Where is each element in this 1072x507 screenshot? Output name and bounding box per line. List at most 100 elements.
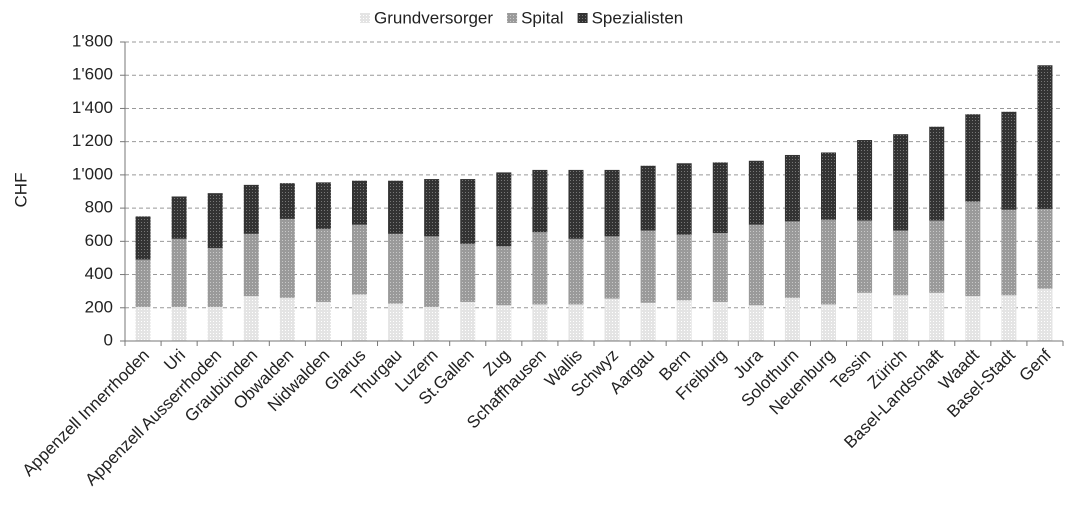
bar-segment xyxy=(135,216,151,260)
bar-segment xyxy=(424,306,440,341)
y-tick-label: 1'800 xyxy=(72,31,113,50)
x-tick-label: Genf xyxy=(1015,345,1055,385)
x-tick-label: Uri xyxy=(160,346,189,375)
bar-segment xyxy=(712,233,728,302)
x-tick-label: Tessin xyxy=(827,346,875,394)
bar-segment xyxy=(279,297,295,341)
bar-segment xyxy=(568,238,584,305)
bar-segment xyxy=(496,305,512,341)
bar-segment xyxy=(135,306,151,341)
bar-segment xyxy=(243,233,259,297)
bar-segment xyxy=(352,224,367,295)
bar-segment xyxy=(496,172,512,247)
bar-segment xyxy=(315,182,331,229)
bar-segment xyxy=(676,300,692,341)
bar-segment xyxy=(748,305,764,341)
bar-segment xyxy=(135,259,151,307)
bar-segment xyxy=(388,180,404,234)
bar-segment xyxy=(1001,295,1017,341)
legend-swatch xyxy=(507,13,518,23)
bar-segment xyxy=(352,294,367,341)
bar-segment xyxy=(965,201,981,297)
legend-label: Grundversorger xyxy=(374,8,493,27)
bar-segment xyxy=(604,298,620,341)
bar-segment xyxy=(1037,208,1053,289)
y-tick-label: 1'200 xyxy=(72,131,113,150)
bar-segment xyxy=(207,193,223,248)
bar-segment xyxy=(496,246,512,306)
bar-segment xyxy=(279,218,295,298)
bar-segment xyxy=(929,220,945,293)
bar-segment xyxy=(893,134,909,231)
bar-segment xyxy=(279,183,295,219)
bar-segment xyxy=(532,232,548,305)
bar-segment xyxy=(748,224,764,306)
bar-segment xyxy=(676,163,692,235)
bar-segment xyxy=(1037,288,1053,341)
legend-swatch xyxy=(360,13,370,23)
bar-segment xyxy=(352,180,367,225)
bar-segment xyxy=(243,296,259,341)
legend-label: Spezialisten xyxy=(592,8,684,27)
bar-segment xyxy=(784,221,800,298)
bar-segment xyxy=(893,230,909,296)
y-tick-label: 1'600 xyxy=(72,65,113,84)
bar-segment xyxy=(893,295,909,341)
bar-segment xyxy=(965,296,981,341)
bar-segment xyxy=(171,306,187,341)
bar-segment xyxy=(821,152,836,220)
y-tick-label: 200 xyxy=(85,297,113,316)
bar-segment xyxy=(821,219,836,305)
bar-segment xyxy=(821,304,836,341)
bar-segment xyxy=(171,196,187,239)
bar-segment xyxy=(857,140,873,221)
bar-segment xyxy=(784,297,800,341)
bar-segment xyxy=(748,160,764,225)
bar-segment xyxy=(388,233,404,304)
bar-segment xyxy=(1037,65,1053,209)
y-tick-label: 800 xyxy=(85,198,113,217)
bar-segment xyxy=(604,236,620,299)
bar-segment xyxy=(532,304,548,341)
bar-segment xyxy=(929,126,945,221)
x-tick-label: Appenzell Innerrhoden xyxy=(19,346,153,480)
bar-segment xyxy=(388,303,404,341)
bar-segment xyxy=(315,228,331,302)
bar-segment xyxy=(784,154,800,222)
bar-segment xyxy=(424,236,440,307)
bar-segment xyxy=(676,234,692,301)
bar-segment xyxy=(929,292,945,341)
y-tick-label: 400 xyxy=(85,264,113,283)
bar-segment xyxy=(965,114,981,202)
bar-segment xyxy=(604,169,620,237)
y-tick-label: 0 xyxy=(104,330,113,349)
bar-segment xyxy=(568,304,584,341)
x-tick-label: Appenzell Ausserrhoden xyxy=(81,346,225,490)
y-tick-label: 1'000 xyxy=(72,164,113,183)
y-axis-label: CHF xyxy=(11,173,30,208)
bar-segment xyxy=(640,302,656,341)
bar-segment xyxy=(460,179,476,244)
y-tick-label: 600 xyxy=(85,231,113,250)
bar-segment xyxy=(568,169,584,239)
bar-segment xyxy=(712,301,728,341)
bar-segment xyxy=(243,184,259,234)
bar-segment xyxy=(1001,209,1017,296)
bar-segment xyxy=(712,162,728,234)
bar-segment xyxy=(857,292,873,341)
bar-segment xyxy=(207,247,223,307)
bar-segment xyxy=(857,220,873,293)
legend-label: Spital xyxy=(521,8,564,27)
bar-segment xyxy=(640,230,656,303)
bar-segment xyxy=(171,238,187,307)
bar-segment xyxy=(315,301,331,341)
bar-segment xyxy=(640,165,656,231)
bar-segment xyxy=(460,301,476,341)
legend-swatch xyxy=(577,13,588,23)
y-tick-label: 1'400 xyxy=(72,98,113,117)
bar-segment xyxy=(532,169,548,233)
bar-segment xyxy=(1001,111,1017,210)
bar-segment xyxy=(460,243,476,302)
bar-segment xyxy=(207,306,223,341)
